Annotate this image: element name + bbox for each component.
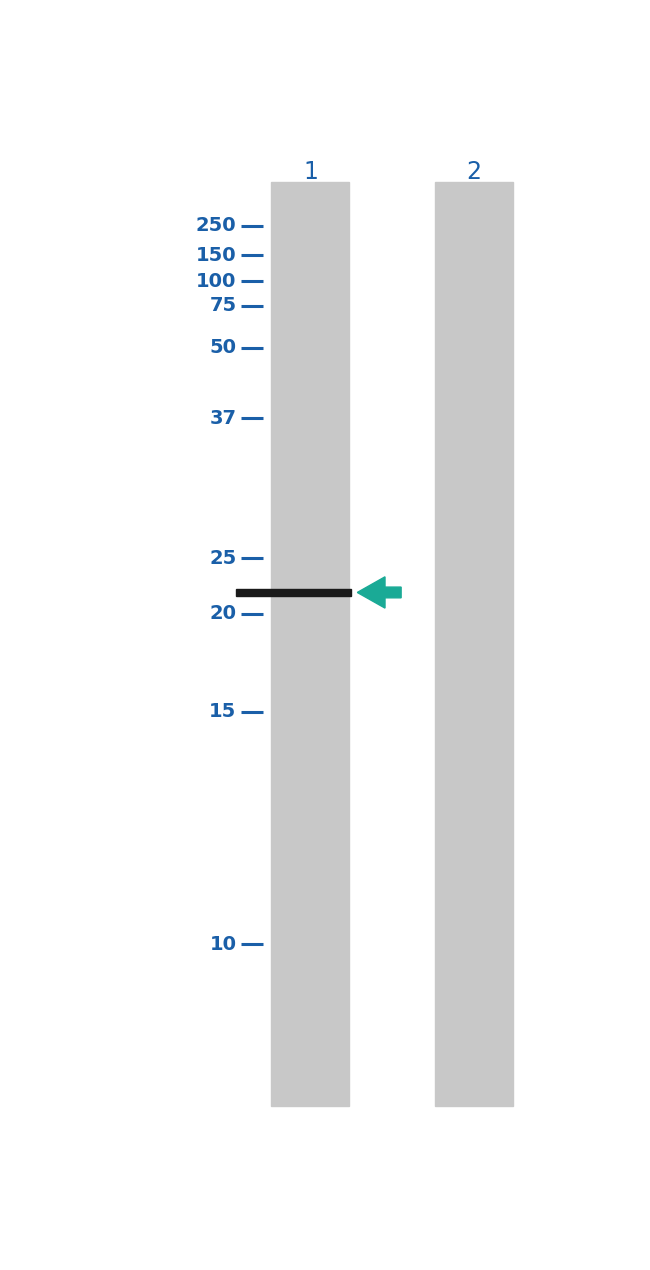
Text: 2: 2	[467, 160, 482, 184]
Text: 75: 75	[209, 296, 237, 315]
Text: 25: 25	[209, 549, 237, 568]
Text: 20: 20	[209, 605, 237, 624]
Text: 100: 100	[196, 272, 237, 291]
Text: 10: 10	[209, 935, 237, 954]
Text: 250: 250	[196, 216, 237, 235]
Text: 50: 50	[209, 339, 237, 357]
Text: 150: 150	[196, 245, 237, 264]
FancyArrow shape	[358, 577, 401, 608]
Bar	[272, 182, 350, 1106]
Bar	[435, 182, 514, 1106]
Bar	[236, 589, 351, 596]
Text: 15: 15	[209, 702, 237, 721]
Text: 1: 1	[303, 160, 318, 184]
Text: 37: 37	[209, 409, 237, 428]
